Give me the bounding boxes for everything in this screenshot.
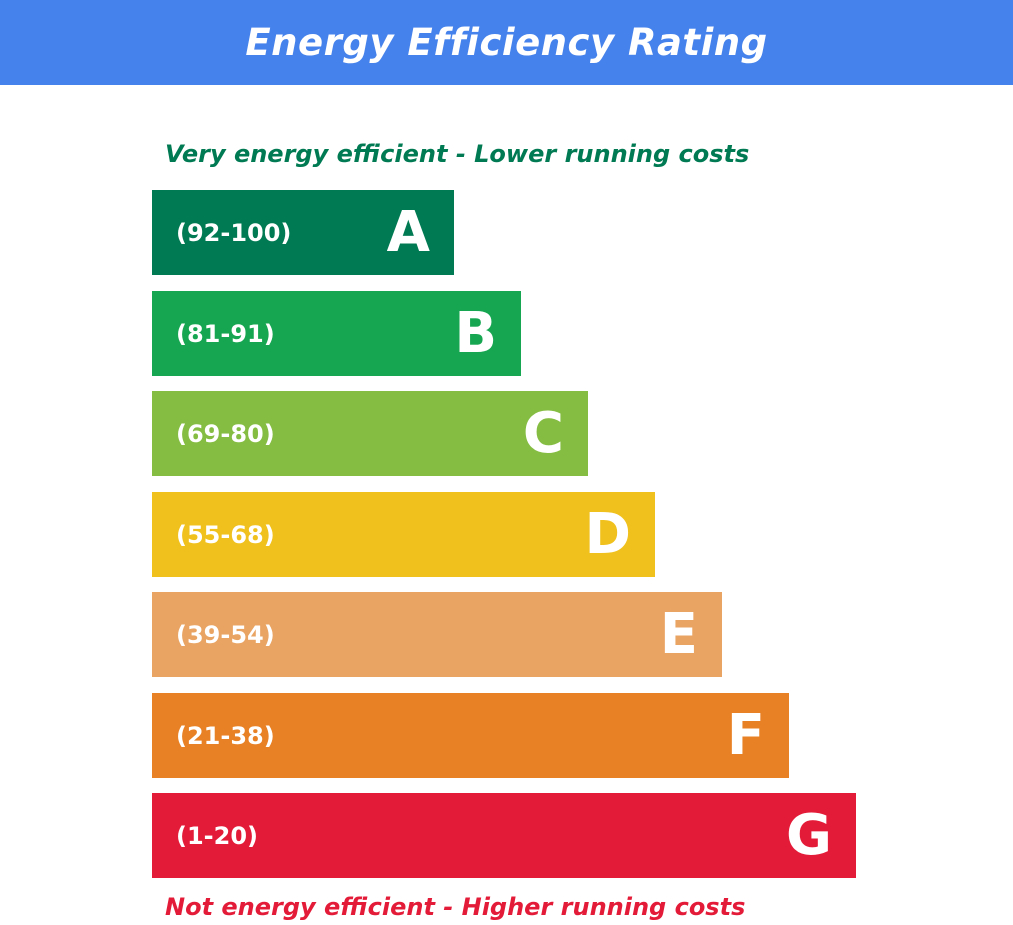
caption-top: Very energy efficient - Lower running co… — [165, 140, 750, 168]
rating-band-f: (21-38) F — [152, 693, 789, 778]
rating-letter: E — [659, 601, 698, 667]
rating-letter: D — [584, 501, 631, 567]
rating-range-label: (55-68) — [176, 520, 275, 549]
rating-letter: C — [522, 400, 564, 466]
page-title: Energy Efficiency Rating — [245, 21, 768, 64]
rating-range-label: (81-91) — [176, 319, 275, 348]
rating-band-d: (55-68) D — [152, 492, 655, 577]
rating-band-b: (81-91) B — [152, 291, 521, 376]
rating-letter: B — [454, 300, 497, 366]
rating-range-label: (69-80) — [176, 419, 275, 448]
rating-band-g: (1-20) G — [152, 793, 856, 878]
rating-letter: A — [386, 199, 430, 265]
rating-band-c: (69-80) C — [152, 391, 588, 476]
rating-range-label: (92-100) — [176, 218, 292, 247]
rating-letter: G — [786, 802, 832, 868]
rating-band-a: (92-100) A — [152, 190, 454, 275]
rating-range-label: (21-38) — [176, 721, 275, 750]
rating-range-label: (39-54) — [176, 620, 275, 649]
rating-band-e: (39-54) E — [152, 592, 722, 677]
rating-letter: F — [726, 702, 765, 768]
rating-range-label: (1-20) — [176, 821, 258, 850]
header-bar: Energy Efficiency Rating — [0, 0, 1013, 85]
caption-bottom: Not energy efficient - Higher running co… — [165, 893, 746, 921]
